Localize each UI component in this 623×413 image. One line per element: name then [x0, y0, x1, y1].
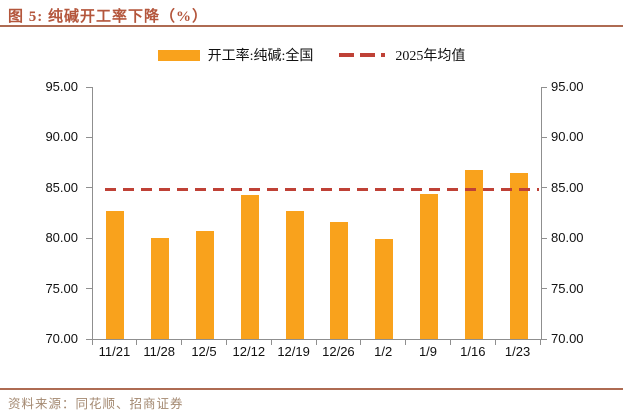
y-axis-label-left: 75.00	[45, 280, 78, 296]
y-axis-label-left: 70.00	[45, 331, 78, 346]
x-axis-label-12/19: 12/19	[277, 344, 310, 359]
y-axis-tick-right	[541, 237, 547, 239]
bar-11/28	[151, 238, 170, 339]
y-axis-label-left: 95.00	[45, 79, 78, 94]
bar-12/12	[240, 194, 259, 339]
x-axis-tick	[181, 340, 183, 345]
x-axis-tick	[136, 340, 138, 345]
x-axis-tick	[225, 340, 227, 345]
y-axis-tick-right	[541, 338, 547, 340]
x-axis-label-1/9: 1/9	[418, 344, 438, 359]
y-axis-label-left: 85.00	[45, 179, 78, 195]
bar-1/2	[375, 239, 394, 339]
x-axis-tick	[91, 340, 93, 345]
y-axis-tick-right	[541, 187, 547, 189]
plot-area	[92, 87, 542, 340]
x-axis-label-1/23: 1/23	[504, 344, 531, 359]
average-line	[105, 188, 539, 192]
y-axis-tick-left	[86, 136, 92, 138]
source-note: 资料来源：同花顺、招商证券	[8, 397, 184, 411]
x-axis-label-1/2: 1/2	[374, 344, 393, 359]
y-axis-tick-right	[541, 136, 547, 138]
y-axis-tick-right	[541, 86, 547, 88]
y-axis-label-right: 80.00	[551, 230, 584, 246]
y-axis-label-right: 75.00	[551, 280, 584, 296]
x-axis-tick	[405, 340, 407, 345]
y-axis-tick-right	[541, 288, 547, 290]
x-axis-label-12/26: 12/26	[322, 344, 355, 359]
x-axis-label-11/28: 11/28	[143, 344, 175, 359]
x-axis-label-12/5: 12/5	[191, 344, 217, 359]
bar-11/21	[106, 210, 125, 339]
x-axis-label-12/12: 12/12	[232, 344, 266, 359]
y-axis-tick-left	[86, 288, 92, 290]
bar-12/5	[196, 231, 214, 339]
legend-item-bar: 开工率:纯碱:全国	[157, 45, 314, 65]
bar-12/26	[330, 222, 349, 339]
bar-1/23	[509, 172, 528, 339]
x-axis-tick	[539, 340, 541, 345]
top-divider	[0, 25, 623, 27]
x-axis-tick	[270, 340, 272, 345]
legend-bar-label: 开工率:纯碱:全国	[207, 49, 314, 64]
y-axis-label-right: 70.00	[551, 331, 584, 346]
x-axis-label-1/16: 1/16	[460, 344, 486, 359]
x-axis-tick	[360, 340, 362, 345]
legend-line-label: 2025年均值	[395, 49, 466, 64]
bar-series-swatch-icon	[157, 49, 200, 61]
bar-1/16	[464, 169, 483, 339]
y-axis-label-right: 85.00	[551, 179, 584, 195]
y-axis-tick-left	[86, 187, 92, 189]
bar-1/9	[420, 193, 438, 339]
figure-title: 图 5: 纯碱开工率下降（%）	[8, 9, 208, 25]
y-axis-label-left: 90.00	[45, 129, 78, 145]
x-axis-label-11/21: 11/21	[98, 344, 131, 359]
bar-12/19	[285, 210, 304, 339]
legend-item-line: 2025年均值	[339, 45, 465, 65]
y-axis-label-right: 95.00	[551, 79, 584, 94]
bottom-divider	[0, 388, 623, 390]
y-axis-tick-left	[86, 338, 92, 340]
chart-legend: 开工率:纯碱:全国 2025年均值	[0, 45, 623, 65]
y-axis-label-left: 80.00	[45, 230, 78, 246]
y-axis-tick-left	[86, 86, 92, 88]
y-axis-tick-left	[86, 237, 92, 239]
y-axis-label-right: 90.00	[551, 129, 584, 145]
x-axis-tick	[315, 340, 317, 345]
x-axis-tick	[494, 340, 496, 345]
x-axis-tick	[449, 340, 451, 345]
dash-line-swatch-icon	[339, 53, 388, 57]
